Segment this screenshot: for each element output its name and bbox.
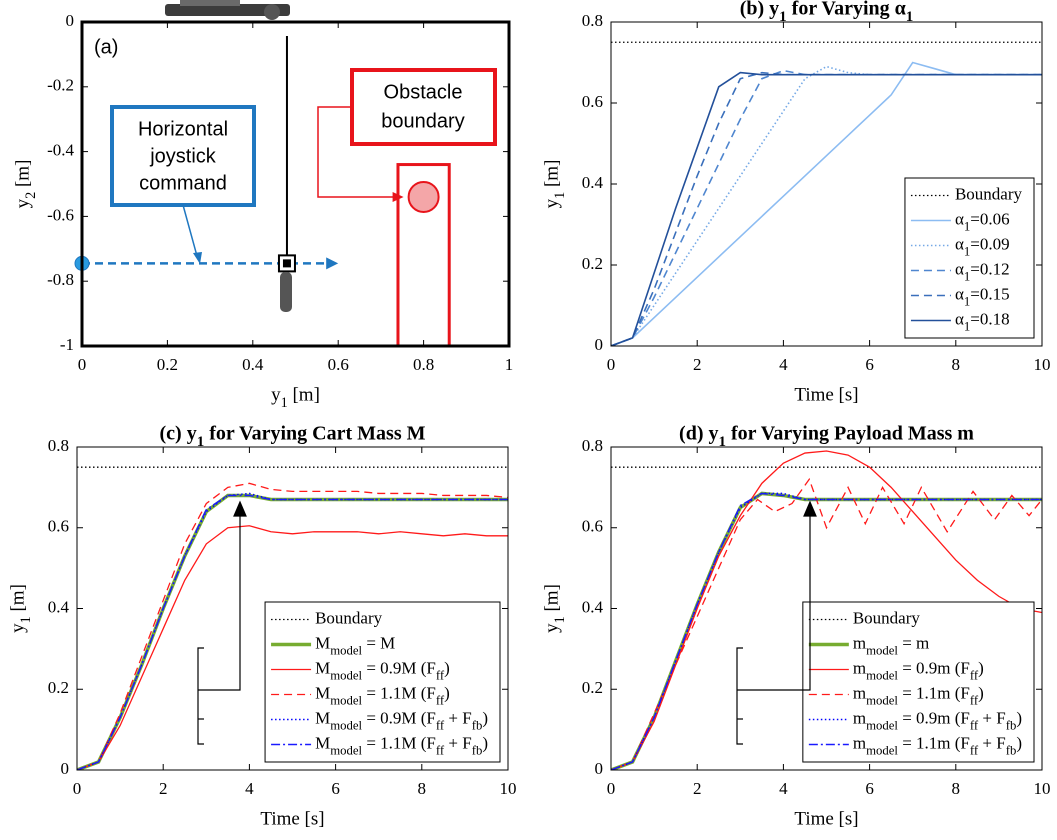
payload: [407, 180, 440, 213]
crane-top: [180, 0, 240, 6]
annotation-box: [110, 105, 256, 207]
y-tick-label: -0.8: [47, 270, 74, 289]
annotation-box: [350, 68, 497, 146]
legend-label: Boundary: [955, 184, 1023, 203]
data-line: [611, 492, 1042, 770]
x-tick-label: 2: [159, 779, 168, 798]
y-tick-label: 0.2: [582, 678, 603, 697]
y-tick-label: 0.6: [48, 517, 69, 536]
x-tick-label: 0.4: [242, 355, 264, 374]
y-tick-label: 0.4: [582, 597, 604, 616]
crane-wheel: [264, 4, 280, 20]
annotation-connectors: [197, 500, 817, 745]
legend-box: [264, 601, 501, 763]
data-line: [77, 494, 508, 770]
crane-body: [165, 4, 290, 16]
y-tick-label: 0.8: [48, 436, 69, 455]
y-tick-label: 0.4: [582, 173, 604, 192]
callout: [317, 106, 394, 198]
x-tick-label: 2: [693, 779, 702, 798]
x-tick-label: 0: [73, 779, 82, 798]
crane-illustration: [165, 0, 292, 312]
x-tick-label: 4: [779, 355, 788, 374]
y-tick-label: 0: [61, 759, 70, 778]
y-tick-label: 0.6: [582, 92, 603, 111]
y-tick-label: 0: [595, 759, 604, 778]
axes-frame: [76, 446, 509, 771]
x-tick-label: 0: [607, 355, 616, 374]
legend-box: [802, 601, 1035, 763]
arrow-head: [803, 500, 817, 517]
y-tick-label: -1: [60, 335, 74, 354]
x-tick-label: 8: [952, 355, 961, 374]
x-tick-label: 8: [418, 779, 427, 798]
x-tick-label: 10: [500, 779, 517, 798]
x-tick-label: 6: [865, 355, 874, 374]
axes-frame: [610, 21, 1043, 347]
bracket: [197, 647, 204, 745]
y-tick-label: -0.4: [47, 141, 74, 160]
x-tick-label: 10: [1034, 779, 1051, 798]
x-tick-label: 6: [331, 779, 340, 798]
x-tick-label: 0: [78, 355, 87, 374]
annotation-text: command: [139, 172, 227, 194]
y-tick-label: 0: [66, 11, 75, 30]
x-tick-label: 0.2: [157, 355, 178, 374]
x-tick-label: 1: [505, 355, 514, 374]
joystick-handle: [280, 272, 292, 312]
axes-frame: [610, 446, 1043, 771]
x-axis-label: Time [s]: [794, 808, 858, 829]
data-line: [77, 525, 508, 770]
x-tick-label: 0: [607, 779, 616, 798]
y-tick-label: 0.8: [582, 436, 603, 455]
y-tick-label: 0.4: [48, 597, 70, 616]
command-arrow-head: [326, 257, 339, 270]
annotation-text: Horizontal: [138, 118, 228, 140]
arrow-shaft: [198, 514, 241, 691]
data-line: [611, 477, 1042, 770]
annotation-text: Obstacle: [384, 81, 463, 103]
y-tick-label: 0.6: [582, 517, 603, 536]
y-tick-label: -0.2: [47, 76, 74, 95]
arrow-head: [233, 500, 247, 517]
x-tick-label: 6: [865, 779, 874, 798]
data-line: [611, 71, 1042, 346]
x-tick-label: 10: [1034, 355, 1051, 374]
x-tick-label: 0.8: [413, 355, 434, 374]
x-axis-label: Time [s]: [260, 808, 324, 829]
y-tick-label: 0: [595, 335, 604, 354]
panel-label: (a): [94, 36, 118, 58]
arrow-shaft: [737, 514, 811, 691]
legend-label: Boundary: [315, 608, 383, 627]
y-tick-label: 0.8: [582, 11, 603, 30]
callout-head: [392, 191, 404, 202]
bracket: [736, 647, 743, 745]
x-tick-label: 4: [779, 779, 788, 798]
axes-frame: [80, 20, 511, 348]
x-tick-label: 4: [245, 779, 254, 798]
x-axis-label: Time [s]: [794, 384, 858, 405]
x-tick-label: 0.6: [328, 355, 349, 374]
y-tick-label: 0.2: [582, 254, 603, 273]
x-tick-label: 8: [952, 779, 961, 798]
x-tick-label: 2: [693, 355, 702, 374]
data-line: [611, 450, 1042, 770]
legend-box: [904, 177, 1035, 339]
data-line: [77, 482, 508, 770]
annotation-text: boundary: [381, 110, 464, 132]
y-tick-label: 0.2: [48, 678, 69, 697]
callout: [182, 204, 198, 257]
callout-head: [193, 252, 202, 264]
legend-label: Boundary: [853, 608, 921, 627]
annotation-text: joystick: [149, 145, 217, 167]
joystick-icon: [282, 259, 291, 268]
y-tick-label: -0.6: [47, 205, 74, 224]
